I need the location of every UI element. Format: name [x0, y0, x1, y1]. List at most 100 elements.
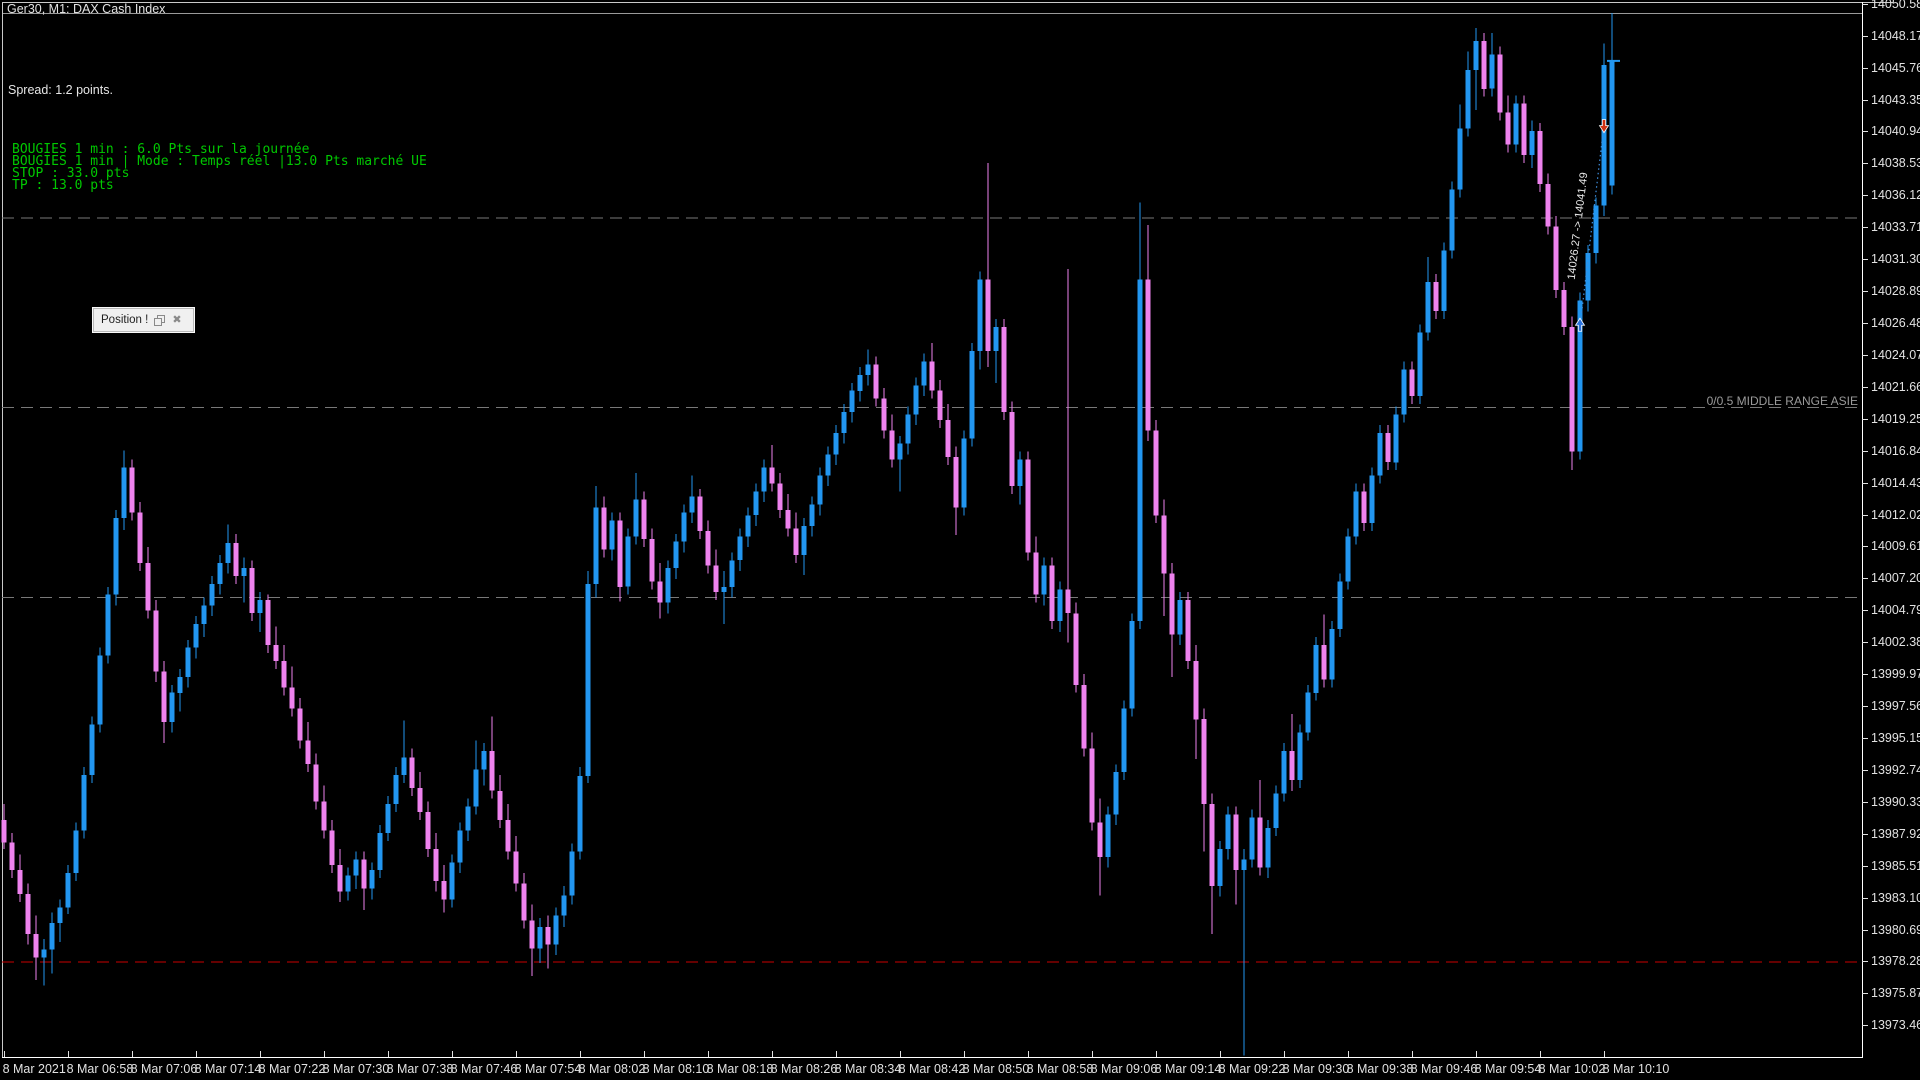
price-axis-tick	[1862, 163, 1868, 165]
candle-body	[73, 830, 79, 873]
candle-body	[961, 438, 967, 508]
time-axis-label: 8 Mar 09:46	[1410, 1062, 1478, 1076]
candle-body	[1401, 369, 1407, 415]
candle-body	[97, 655, 103, 725]
price-axis-tick	[1862, 354, 1868, 356]
candle-body	[1529, 131, 1535, 155]
price-axis-label: 13995.15	[1871, 730, 1920, 745]
candle-body	[1129, 621, 1135, 709]
candle-body	[145, 562, 151, 611]
candle-body	[913, 385, 919, 415]
candle-body	[1, 819, 7, 843]
price-axis-label: 14040.94	[1871, 124, 1920, 139]
candle-body	[1449, 189, 1455, 251]
time-axis-tick	[67, 1051, 69, 1057]
candle-body	[57, 907, 63, 924]
candle-body	[1457, 128, 1463, 190]
price-axis-tick	[1862, 674, 1868, 676]
candle-body	[649, 539, 655, 582]
time-axis-tick	[963, 1051, 965, 1057]
candle-body	[465, 806, 471, 831]
candle-body	[1433, 282, 1439, 312]
candle-body	[1417, 332, 1423, 397]
candle-body	[1185, 600, 1191, 661]
time-axis-tick	[259, 1051, 261, 1057]
candle-body	[1217, 849, 1223, 887]
candle-body	[665, 568, 671, 603]
price-axis-label: 13975.87	[1871, 986, 1920, 1001]
price-axis-label: 13987.92	[1871, 826, 1920, 841]
candle-body	[449, 862, 455, 900]
candle-body	[1345, 536, 1351, 582]
price-axis-tick	[1862, 993, 1868, 995]
candle-body	[1361, 491, 1367, 524]
candle-body	[441, 880, 447, 900]
price-axis-tick	[1862, 514, 1868, 516]
position-dialog[interactable]: Position ! ✖	[93, 308, 194, 332]
candle-body	[1073, 613, 1079, 685]
price-axis-label: 14004.79	[1871, 603, 1920, 618]
candle-body	[793, 528, 799, 555]
position-dialog-title: Position !	[101, 314, 149, 326]
price-axis-tick	[1862, 737, 1868, 739]
time-axis-tick	[131, 1051, 133, 1057]
buy-entry-arrow-icon	[1574, 317, 1586, 332]
candle-body	[609, 520, 615, 550]
candle-body	[1225, 814, 1231, 849]
candle-body	[1393, 414, 1399, 463]
time-axis-label: 8 Mar 07:06	[130, 1062, 198, 1076]
candle-body	[1089, 748, 1095, 823]
candle-body	[1321, 645, 1327, 680]
time-axis-tick	[1091, 1051, 1093, 1057]
candle-body	[129, 467, 135, 513]
candle-body	[625, 536, 631, 587]
price-axis-label: 14009.61	[1871, 539, 1920, 554]
candle-body	[969, 351, 975, 439]
candle-body	[1425, 282, 1431, 333]
candle-body	[1177, 600, 1183, 635]
candle-body	[1041, 565, 1047, 595]
candle-body	[1305, 692, 1311, 733]
candle-body	[1553, 226, 1559, 291]
candle-body	[345, 875, 351, 892]
price-axis-border	[1862, 2, 1863, 1058]
chart-canvas[interactable]: 14026.27 -> 14041.49	[0, 0, 1862, 1057]
candle-body	[361, 859, 367, 889]
candle-body	[529, 920, 535, 949]
candle-body	[225, 543, 231, 563]
candle-body	[241, 568, 247, 577]
time-axis-label: 8 Mar 07:54	[514, 1062, 582, 1076]
candle-body	[1377, 433, 1383, 476]
indicator-comment-line: STOP : 33.0 pts	[12, 166, 130, 181]
candle-body	[993, 327, 999, 351]
candle-body	[881, 398, 887, 431]
candle-body	[1601, 64, 1607, 206]
restore-icon[interactable]	[154, 314, 166, 326]
candle-body	[1593, 205, 1599, 253]
time-axis-label: 8 Mar 07:22	[258, 1062, 326, 1076]
candle-body	[865, 364, 871, 375]
candle-body	[1009, 411, 1015, 487]
time-axis-tick	[1475, 1051, 1477, 1057]
price-axis-label: 14007.20	[1871, 571, 1920, 586]
time-axis-label: 8 Mar 09:14	[1154, 1062, 1222, 1076]
candle-body	[417, 788, 423, 812]
price-axis-tick	[1862, 801, 1868, 803]
time-axis-tick	[3, 1051, 5, 1057]
price-axis-tick	[1862, 1025, 1868, 1027]
time-axis-tick	[323, 1051, 325, 1057]
spread-label: Spread: 1.2 points.	[8, 83, 113, 97]
candle-body	[729, 560, 735, 587]
close-icon[interactable]: ✖	[172, 313, 182, 326]
indicator-comment-line: TP : 13.0 pts	[12, 178, 114, 193]
time-axis-tick	[515, 1051, 517, 1057]
price-axis-label: 13992.74	[1871, 762, 1920, 777]
candle-body	[1233, 814, 1239, 871]
price-axis-label: 13999.97	[1871, 667, 1920, 682]
time-axis-label: 8 Mar 07:38	[386, 1062, 454, 1076]
time-axis-tick	[451, 1051, 453, 1057]
price-axis-label: 14050.58	[1871, 0, 1920, 11]
time-axis-tick	[579, 1051, 581, 1057]
candle-body	[233, 543, 239, 577]
candle-body	[329, 830, 335, 865]
